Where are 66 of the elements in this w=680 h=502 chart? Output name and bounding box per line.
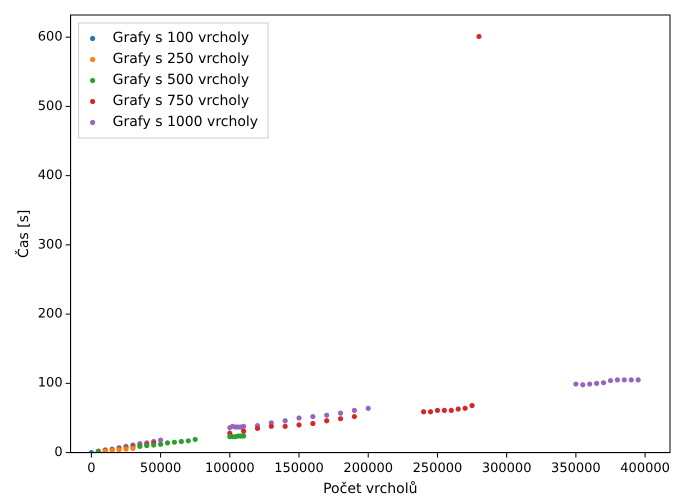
point (338, 410, 344, 416)
x-axis-title: Počet vrcholů (323, 481, 418, 498)
point (573, 381, 578, 387)
point (476, 34, 482, 40)
point (164, 440, 170, 446)
x-tick-label: 400000 (620, 460, 670, 476)
y-tick-label: 200 (38, 306, 63, 322)
y-tick-label: 0 (54, 444, 63, 460)
point (622, 377, 627, 382)
y-tick-label: 300 (38, 237, 63, 252)
legend-label: Grafy s 500 vrcholy (112, 72, 250, 88)
point (296, 422, 302, 428)
point (469, 402, 475, 408)
point (282, 418, 288, 424)
point (310, 414, 316, 420)
point (421, 409, 426, 414)
point (434, 408, 440, 413)
point (366, 406, 371, 411)
point (268, 424, 274, 429)
y-tick-label: 400 (38, 168, 63, 184)
legend-label: Grafy s 100 vrcholy (112, 30, 250, 46)
point (192, 436, 198, 442)
y-tick-label: 500 (38, 98, 63, 114)
point (628, 377, 634, 382)
point (580, 382, 586, 388)
point (241, 424, 246, 429)
point (296, 415, 302, 421)
x-tick-label: 100000 (204, 460, 255, 476)
legend-label: Grafy s 250 vrcholy (112, 51, 250, 68)
point (172, 440, 178, 445)
point (462, 406, 468, 411)
point (310, 420, 316, 426)
x-tick-label: 150000 (274, 460, 324, 476)
point (282, 424, 288, 429)
y-axis-title: Čas [s] (15, 210, 32, 258)
x-tick-label: 350000 (551, 460, 601, 476)
point (448, 408, 454, 413)
point (636, 377, 641, 382)
point (178, 438, 184, 444)
point (594, 380, 600, 386)
point (241, 428, 246, 434)
point (324, 418, 330, 424)
point (151, 442, 156, 448)
point (186, 438, 191, 444)
point (338, 416, 344, 422)
point (352, 414, 357, 420)
x-tick-label: 200000 (343, 460, 394, 476)
point (600, 380, 606, 386)
legend-label: Grafy s 1000 vrcholy (112, 114, 258, 130)
x-tick-label: 250000 (412, 460, 462, 476)
point (324, 412, 330, 418)
y-tick-label: 600 (38, 30, 63, 45)
point (352, 408, 357, 413)
x-tick-label: 0 (87, 460, 96, 476)
legend-label: Grafy s 750 vrcholy (112, 93, 250, 110)
point (614, 377, 620, 382)
point (587, 381, 592, 387)
point (158, 442, 164, 447)
point (456, 406, 461, 412)
x-tick-label: 300000 (482, 460, 532, 476)
x-tick-label: 50000 (140, 460, 182, 476)
point (442, 408, 447, 413)
point (254, 426, 260, 431)
point (428, 409, 434, 414)
y-tick-label: 100 (38, 376, 63, 391)
point (608, 378, 614, 384)
